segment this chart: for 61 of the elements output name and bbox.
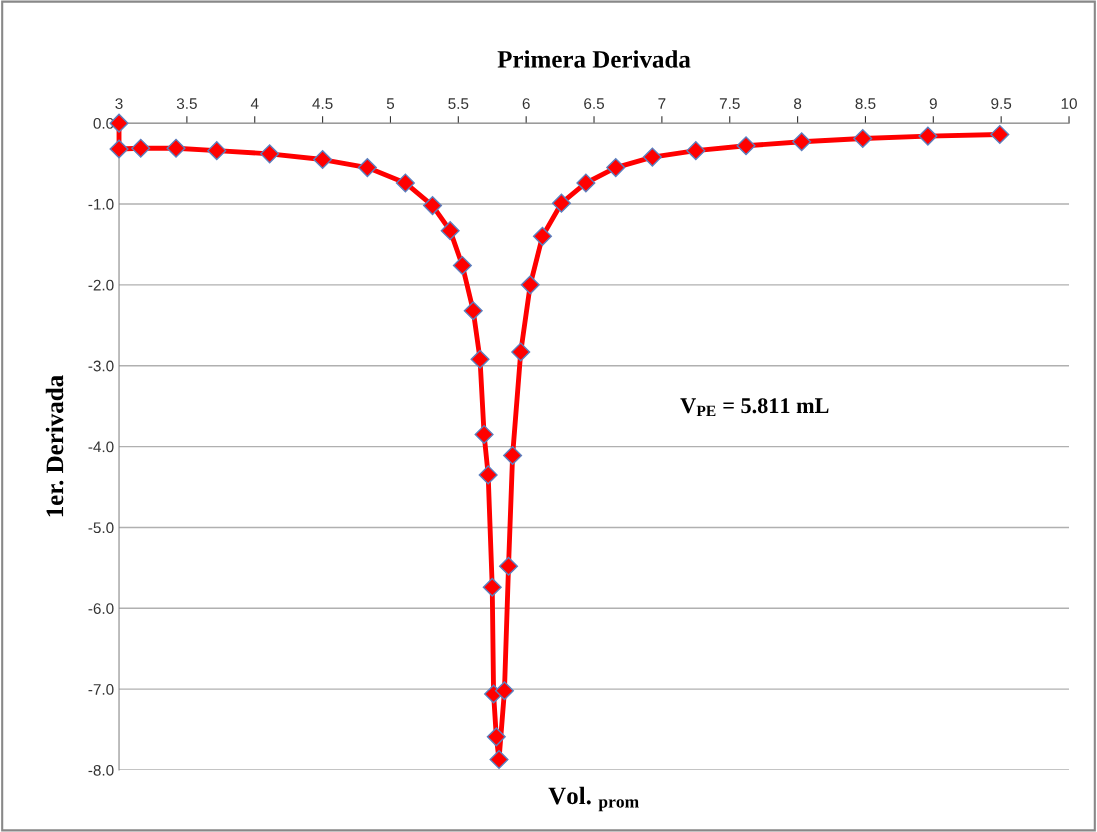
point	[532, 226, 552, 246]
y-tick-label: -7.0	[88, 684, 114, 695]
x-tick-label: 7	[658, 98, 666, 109]
point	[853, 128, 873, 149]
x-tick-label: 7.5	[719, 98, 740, 110]
x-axis-title: Vol. $_{prom}$	[548, 786, 639, 812]
x-tick-label: 5.5	[448, 98, 469, 110]
point	[642, 147, 662, 167]
x-tick-label: 10	[1061, 98, 1077, 110]
point	[990, 124, 1010, 144]
x-tick-label: 4	[250, 98, 259, 109]
point	[131, 138, 151, 158]
point	[489, 749, 509, 770]
x-tick-label: 8	[794, 98, 802, 110]
point	[503, 445, 523, 466]
point	[736, 136, 756, 156]
chart-title: Primera Derivada	[497, 50, 691, 68]
point	[440, 221, 460, 241]
point	[792, 132, 812, 152]
point	[452, 255, 472, 275]
point	[357, 158, 377, 178]
point	[511, 342, 531, 362]
point	[482, 577, 502, 597]
point	[422, 196, 443, 216]
y-tick-label: -1.0	[88, 198, 114, 210]
x-tick-label: 6	[522, 98, 530, 110]
x-tick-label: 5	[386, 98, 395, 110]
point	[498, 556, 519, 576]
point	[395, 173, 415, 193]
y-tick-label: -8.0	[88, 764, 114, 776]
point	[494, 681, 514, 701]
point	[606, 158, 626, 178]
y-axis-title: 1er. Derivada	[45, 375, 64, 517]
point	[918, 126, 938, 146]
point	[463, 301, 483, 321]
y-tick-label: -3.0	[88, 360, 114, 372]
point	[551, 193, 571, 213]
point	[207, 141, 227, 161]
annotation: V$_{PE}$ = 5.811 mL	[680, 398, 829, 416]
point	[260, 144, 280, 164]
point	[470, 349, 490, 369]
x-tick-label: 9.5	[991, 98, 1012, 110]
point	[166, 138, 186, 158]
y-tick-label: -2.0	[88, 279, 114, 291]
point	[474, 424, 494, 444]
x-tick-label: 6.5	[584, 98, 605, 110]
point	[313, 149, 333, 170]
y-tick-label: -5.0	[88, 522, 114, 534]
x-tick-label: 4.5	[312, 98, 333, 110]
x-tick-label: 3	[115, 98, 123, 110]
point	[109, 139, 129, 159]
point	[478, 465, 498, 485]
point	[686, 141, 706, 161]
x-tick-label: 3.5	[176, 98, 197, 110]
x-tick-label: 9	[929, 98, 937, 110]
point	[520, 275, 540, 295]
x-tick-label: 8.5	[855, 98, 876, 110]
y-tick-label: -6.0	[88, 603, 114, 614]
y-tick-label: -4.0	[88, 441, 114, 453]
point	[486, 727, 506, 747]
point	[576, 173, 596, 193]
